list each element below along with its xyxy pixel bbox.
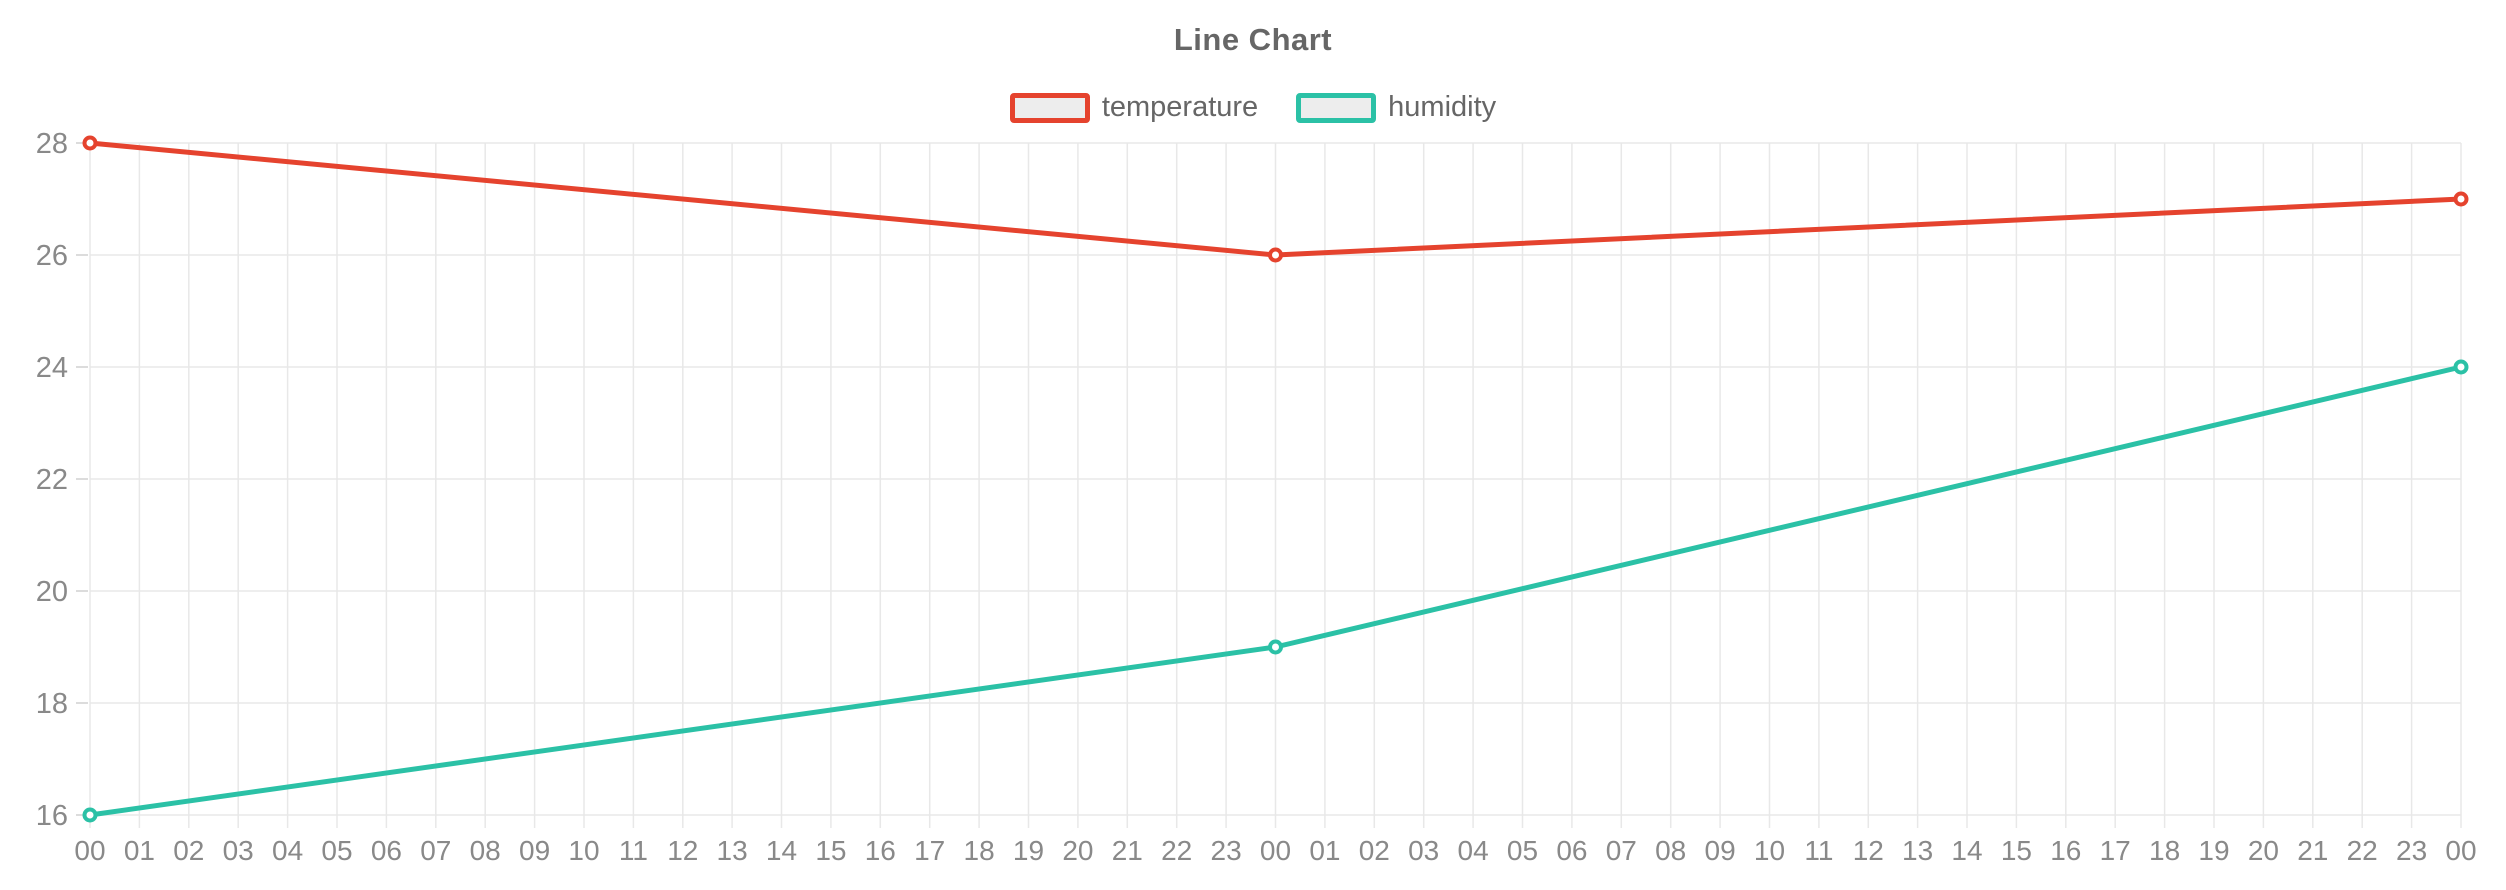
x-axis-label: 08 — [470, 835, 501, 866]
x-axis-label: 23 — [2396, 835, 2427, 866]
humidity-legend-label: humidity — [1388, 91, 1497, 123]
x-axis-label: 23 — [1211, 835, 1242, 866]
x-axis-label: 21 — [1112, 835, 1143, 866]
x-axis-label: 06 — [1556, 835, 1587, 866]
chart-title: Line Chart — [1173, 22, 1333, 57]
humidity-data-point[interactable] — [1268, 639, 1283, 655]
x-axis-label: 04 — [1458, 835, 1489, 866]
legend-item-temperature[interactable]: temperature — [1009, 91, 1259, 124]
x-axis-label: 22 — [2347, 835, 2378, 866]
x-axis-label: 16 — [2050, 835, 2081, 866]
x-axis-label: 10 — [1754, 835, 1785, 866]
x-axis-label: 07 — [1606, 835, 1637, 866]
humidity-data-point[interactable] — [82, 807, 98, 823]
x-axis-label: 11 — [619, 835, 648, 866]
x-axis-label: 10 — [568, 835, 599, 866]
x-axis-label: 13 — [1902, 835, 1933, 866]
x-axis-label: 16 — [865, 835, 896, 866]
x-axis-label: 19 — [2198, 835, 2229, 866]
temperature-legend-swatch — [1009, 92, 1090, 123]
x-axis-label: 07 — [420, 835, 451, 866]
x-axis-label: 17 — [2100, 835, 2131, 866]
temperature-data-point[interactable] — [2453, 191, 2469, 207]
x-axis-label: 06 — [371, 835, 402, 866]
x-axis-label: 22 — [1161, 835, 1192, 866]
chart-legend: temperature humidity — [0, 91, 2506, 124]
x-axis-label: 18 — [2149, 835, 2180, 866]
x-axis-label: 15 — [815, 835, 846, 866]
x-axis-label: 13 — [717, 835, 748, 866]
y-axis-label: 16 — [36, 800, 68, 832]
temperature-legend-label: temperature — [1101, 91, 1259, 123]
x-axis-label: 01 — [124, 835, 155, 866]
x-axis-label: 15 — [2001, 835, 2032, 866]
y-axis-label: 26 — [36, 240, 68, 272]
x-axis-label: 12 — [667, 835, 698, 866]
x-axis-label: 05 — [1507, 835, 1538, 866]
x-axis-label: 17 — [914, 835, 945, 866]
temperature-data-point[interactable] — [82, 135, 98, 151]
x-axis-label: 02 — [173, 835, 204, 866]
y-axis-label: 20 — [36, 576, 68, 608]
x-axis-label: 20 — [2248, 835, 2279, 866]
humidity-data-point[interactable] — [2453, 359, 2469, 375]
x-axis-label: 09 — [519, 835, 550, 866]
x-axis-label: 14 — [1951, 835, 1982, 866]
x-axis-label: 03 — [1408, 835, 1439, 866]
y-axis-label: 18 — [36, 688, 68, 720]
x-axis-label: 20 — [1062, 835, 1093, 866]
x-axis-label: 09 — [1705, 835, 1736, 866]
x-axis-label: 14 — [766, 835, 797, 866]
y-axis-label: 28 — [36, 128, 68, 160]
x-axis-label: 00 — [1260, 835, 1291, 866]
x-axis-label: 00 — [74, 835, 105, 866]
x-axis-label: 08 — [1655, 835, 1686, 866]
y-axis-label: 24 — [36, 352, 68, 384]
x-axis-label: 02 — [1359, 835, 1390, 866]
humidity-legend-swatch — [1296, 92, 1377, 123]
x-axis-label: 04 — [272, 835, 303, 866]
x-axis-label: 00 — [2445, 835, 2476, 866]
y-axis-label: 22 — [36, 464, 68, 496]
x-axis-label: 11 — [1804, 835, 1833, 866]
x-axis-label: 05 — [321, 835, 352, 866]
x-axis-label: 18 — [964, 835, 995, 866]
x-axis-label: 01 — [1309, 835, 1340, 866]
legend-item-humidity[interactable]: humidity — [1296, 91, 1496, 124]
x-axis-label: 12 — [1853, 835, 1884, 866]
x-axis-label: 21 — [2297, 835, 2328, 866]
temperature-data-point[interactable] — [1268, 247, 1283, 263]
x-axis-label: 03 — [223, 835, 254, 866]
x-axis-label: 19 — [1013, 835, 1044, 866]
